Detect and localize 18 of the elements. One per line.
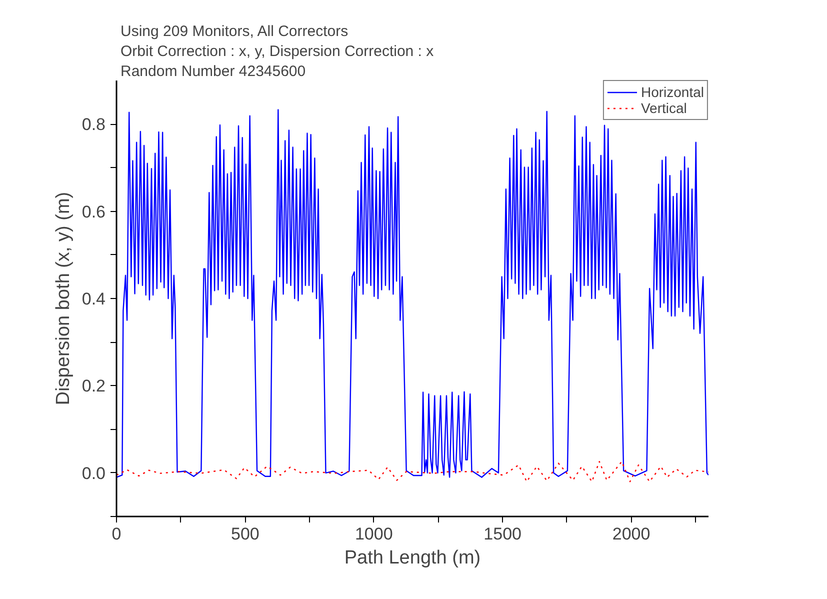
line-series xyxy=(116,460,708,482)
y-tick-label: 0.8 xyxy=(82,115,106,134)
legend-label: Horizontal xyxy=(640,84,704,100)
text: Random Number 42345600 xyxy=(120,63,306,80)
chart-subtitle: Orbit Correction : x, y, Dispersion Correction : x xyxy=(120,43,434,60)
y-tick-label: 0.2 xyxy=(82,376,106,396)
legend-label: Vertical xyxy=(640,100,687,116)
x-tick-label: 1500 xyxy=(484,524,522,544)
y-tick-label: 0.4 xyxy=(82,290,106,308)
x-tick-label: 0 xyxy=(112,524,122,544)
chart-title: Using 209 Monitors, All Correctors xyxy=(120,23,348,40)
y-tick-label: 0.0 xyxy=(82,464,106,483)
x-tick-label: 500 xyxy=(231,524,260,544)
y-axis-title: Dispersion both (x, y) (m) xyxy=(52,192,74,406)
x-tick-label: 1000 xyxy=(354,524,393,544)
x-tick-label: 2000 xyxy=(612,524,650,544)
y-tick-label: 0.6 xyxy=(82,202,106,222)
x-axis-title: Path Length (m) xyxy=(344,548,481,568)
